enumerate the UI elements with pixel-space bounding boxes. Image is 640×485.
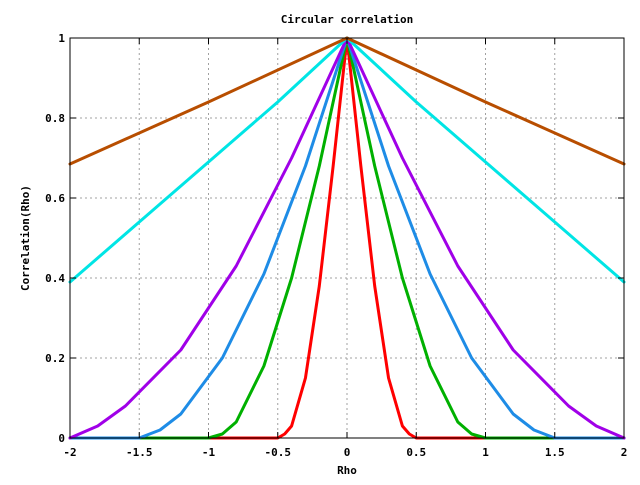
series-line-6 (68, 36, 626, 166)
x-tick-label: -2 (63, 446, 76, 459)
x-tick-label: 1.5 (545, 446, 565, 459)
x-tick-label: -0.5 (265, 446, 292, 459)
y-tick-label: 0.2 (45, 352, 65, 365)
x-axis-label: Rho (337, 464, 357, 477)
y-tick-label: 1 (58, 32, 65, 45)
chart-title: Circular correlation (281, 13, 413, 26)
x-tick-label: 0 (344, 446, 351, 459)
x-tick-label: 0.5 (406, 446, 426, 459)
y-tick-label: 0 (58, 432, 65, 445)
x-tick-label: -1 (202, 446, 216, 459)
x-tick-label: 2 (621, 446, 628, 459)
ticks: -2 -1.5 -1 -0.5 0 0.5 1 1.5 2 0 0.2 0.4 0.6 0.8 1 (45, 32, 627, 459)
y-axis-label: Correlation(Rho) (19, 185, 32, 291)
y-tick-label: 0.4 (45, 272, 65, 285)
x-tick-label: 1 (482, 446, 489, 459)
y-tick-label: 0.8 (45, 112, 65, 125)
y-tick-label: 0.6 (45, 192, 65, 205)
x-tick-label: -1.5 (126, 446, 153, 459)
